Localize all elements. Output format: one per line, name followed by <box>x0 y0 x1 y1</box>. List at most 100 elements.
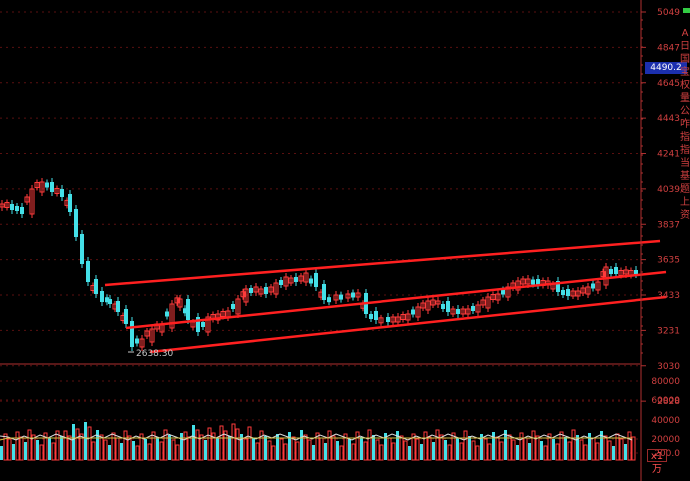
candle-body <box>253 286 259 293</box>
volume-bar <box>379 444 384 461</box>
volume-bar <box>168 435 171 460</box>
volume-bar <box>459 442 464 461</box>
candle-body <box>174 297 180 304</box>
volume-bar <box>115 437 120 461</box>
volume-bar <box>339 445 344 461</box>
candle-body <box>333 294 339 301</box>
volume-bar <box>255 442 260 461</box>
volume-bar <box>595 442 600 461</box>
candle-body <box>268 286 274 293</box>
candle-body <box>369 314 373 319</box>
volume-bar <box>192 425 195 460</box>
candle-body <box>395 316 401 323</box>
volume-tick-label: 60000 <box>651 396 680 406</box>
volume-bar <box>576 435 579 460</box>
volume-bar <box>351 443 356 461</box>
volume-bar <box>420 444 423 460</box>
volume-bar <box>259 430 264 461</box>
volume-bar <box>480 434 483 460</box>
volume-bar <box>135 445 140 461</box>
candle-body <box>603 266 609 286</box>
volume-bar <box>240 434 243 460</box>
candle-body <box>570 290 576 297</box>
volume-bar <box>408 446 411 460</box>
candle-body <box>24 196 30 203</box>
candle-body <box>220 311 226 317</box>
volume-bar <box>391 442 396 461</box>
candle-body <box>29 188 35 215</box>
volume-bar <box>627 431 632 461</box>
candle-body <box>566 289 570 296</box>
volume-bar <box>619 438 624 461</box>
volume-bar <box>267 440 272 461</box>
volume-bar <box>99 434 104 461</box>
volume-bar <box>84 422 87 460</box>
sidebar-glyph: A <box>681 28 689 39</box>
candle-body <box>339 294 343 300</box>
volume-bar <box>91 441 96 461</box>
volume-bar <box>516 445 519 460</box>
volume-bar <box>499 441 504 461</box>
volume-bar <box>291 436 296 461</box>
candle-body <box>258 288 264 295</box>
candle-body <box>54 188 60 194</box>
volume-bar <box>588 433 591 460</box>
sidebar-glyph: 权 <box>680 80 690 91</box>
volume-bar <box>219 425 224 461</box>
candle-body <box>279 280 283 285</box>
candle-body <box>165 311 169 317</box>
candle-body <box>74 209 78 237</box>
trend-line-middle <box>125 270 667 330</box>
candle-body <box>327 297 331 303</box>
volume-bar <box>216 438 219 460</box>
candle-body <box>94 279 98 294</box>
candle-body <box>0 203 5 208</box>
candle-body <box>288 277 294 284</box>
candle-body <box>39 181 45 193</box>
volume-bar <box>495 436 500 461</box>
candle-body <box>430 299 436 306</box>
candle-body <box>309 278 313 284</box>
volume-bar <box>535 435 540 461</box>
candle-body <box>108 299 112 304</box>
candle-body <box>420 302 426 309</box>
candle-body <box>314 273 318 287</box>
volume-bar <box>276 434 279 460</box>
volume-bar <box>487 443 492 461</box>
volume-bar <box>363 441 368 461</box>
trend-channel <box>104 239 667 354</box>
candle-body <box>525 278 531 285</box>
volume-bar <box>331 435 336 461</box>
volume-bar <box>415 438 420 461</box>
volume-bar <box>612 446 615 460</box>
volume-unit-button[interactable]: x1万 <box>647 449 667 475</box>
candle-body <box>580 287 586 294</box>
candle-body <box>460 308 466 315</box>
candle-body <box>135 338 139 344</box>
volume-bar <box>3 433 8 461</box>
candle-body <box>561 290 565 295</box>
volume-tick-label: 40000 <box>651 416 680 426</box>
candle-body <box>378 317 384 324</box>
volume-bar <box>523 437 528 461</box>
volume-bar <box>336 441 339 460</box>
volume-bar <box>511 439 516 461</box>
candle-body <box>585 286 591 295</box>
price-tick-label: 3433 <box>657 291 680 301</box>
candle-body <box>355 292 361 298</box>
volume-bar <box>399 435 404 461</box>
volume-bar <box>435 429 440 461</box>
candle-body <box>34 182 40 188</box>
volume-bar <box>543 445 548 461</box>
sidebar-glyph: 指 <box>680 132 690 143</box>
volume-bar <box>447 444 452 461</box>
volume-bar <box>312 445 315 460</box>
volume-bar <box>327 430 332 461</box>
candle-body <box>456 309 460 314</box>
candle-body <box>231 304 235 309</box>
legend-swatch <box>683 8 690 13</box>
price-tick-label: 4847 <box>657 43 680 53</box>
volume-bar <box>144 439 147 460</box>
candle-body <box>183 308 187 314</box>
